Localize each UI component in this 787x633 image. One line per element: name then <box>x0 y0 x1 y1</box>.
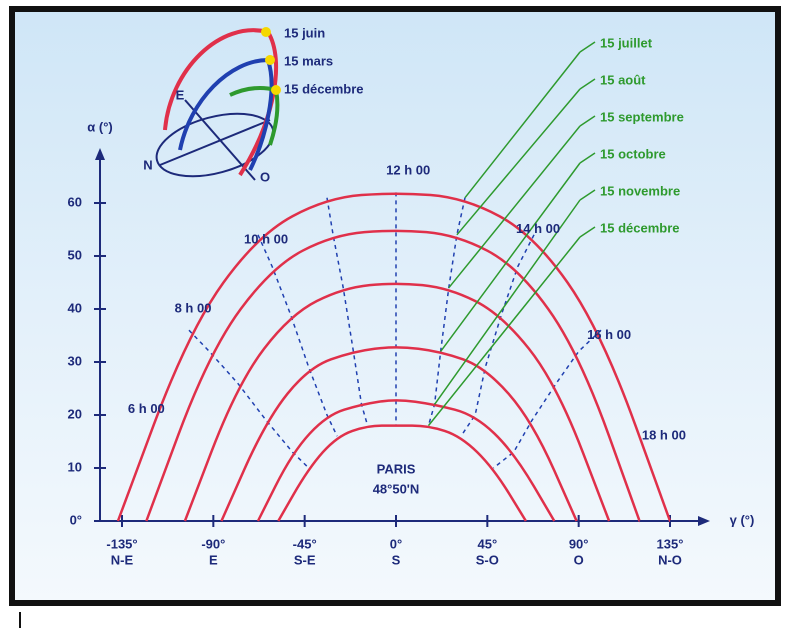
x-tick-direction: S <box>392 552 401 567</box>
leader-line <box>440 162 581 352</box>
x-tick-direction: O <box>574 552 584 567</box>
y-tick-label: 30 <box>68 353 82 368</box>
leader-line <box>579 152 596 164</box>
y-tick-label: 50 <box>68 247 82 262</box>
legend-label: 15 décembre <box>600 220 680 235</box>
inset-label: 15 décembre <box>284 81 364 96</box>
sun-path <box>145 229 641 522</box>
leader-line <box>579 226 596 238</box>
leader-line <box>579 189 596 201</box>
leader-line <box>579 115 596 127</box>
hour-line <box>427 197 466 426</box>
y-tick-label: 0° <box>70 512 82 527</box>
hour-line <box>188 329 310 469</box>
y-tick-label: 20 <box>68 406 82 421</box>
compass-label: N <box>143 157 152 172</box>
location-name: PARIS <box>377 461 416 476</box>
hour-line <box>492 329 602 469</box>
legend-label: 15 octobre <box>600 146 666 161</box>
x-tick-direction: E <box>209 552 218 567</box>
legend-label: 15 juillet <box>600 35 653 50</box>
legend-label: 15 novembre <box>600 183 680 198</box>
leader-line <box>448 125 581 289</box>
x-tick-label: -45° <box>293 536 317 551</box>
inset <box>155 27 281 181</box>
x-tick-label: -90° <box>201 536 225 551</box>
x-tick-label: -135° <box>106 536 137 551</box>
leader-line <box>579 41 596 53</box>
leader-line <box>464 51 581 199</box>
x-tick-label: 90° <box>569 536 589 551</box>
hour-label: 10 h 00 <box>244 232 288 247</box>
sun-path <box>256 399 556 522</box>
hour-label: 14 h 00 <box>516 221 560 236</box>
x-tick-label: 0° <box>390 536 402 551</box>
sun-path <box>116 192 672 522</box>
hour-label: 8 h 00 <box>175 300 212 315</box>
y-tick-label: 60 <box>68 194 82 209</box>
compass-label: E <box>176 87 185 102</box>
legend-label: 15 septembre <box>600 109 684 124</box>
y-axis-label: α (°) <box>87 119 112 134</box>
frame <box>9 6 781 606</box>
y-tick-label: 10 <box>68 459 82 474</box>
leader-line <box>456 88 581 236</box>
x-tick-label: 45° <box>477 536 497 551</box>
x-arrow <box>698 516 710 526</box>
hour-label: 12 h 00 <box>386 163 430 178</box>
legend-label: 15 août <box>600 72 646 87</box>
hour-line <box>257 234 338 437</box>
leader-line <box>427 236 581 427</box>
x-tick-direction: N-E <box>111 552 134 567</box>
hour-label: 18 h 00 <box>642 428 686 443</box>
sun-path <box>220 346 578 522</box>
leader-line <box>433 199 581 405</box>
location-latitude: 48°50'N <box>373 481 420 496</box>
x-tick-label: 135° <box>657 536 684 551</box>
sun-path <box>183 282 611 522</box>
x-axis-label: γ (°) <box>730 512 755 527</box>
hour-line <box>460 234 535 437</box>
hour-label: 16 h 00 <box>587 327 631 342</box>
x-tick-direction: S-E <box>294 552 316 567</box>
sun-path <box>277 424 527 522</box>
inset-label: 15 juin <box>284 25 325 40</box>
x-tick-direction: S-O <box>476 552 499 567</box>
leader-line <box>579 78 596 90</box>
y-tick-label: 40 <box>68 300 82 315</box>
x-tick-direction: N-O <box>658 552 682 567</box>
y-arrow <box>95 148 105 160</box>
hour-label: 6 h 00 <box>128 401 165 416</box>
compass-label: O <box>260 169 270 184</box>
hour-line <box>326 197 369 426</box>
inset-label: 15 mars <box>284 53 333 68</box>
